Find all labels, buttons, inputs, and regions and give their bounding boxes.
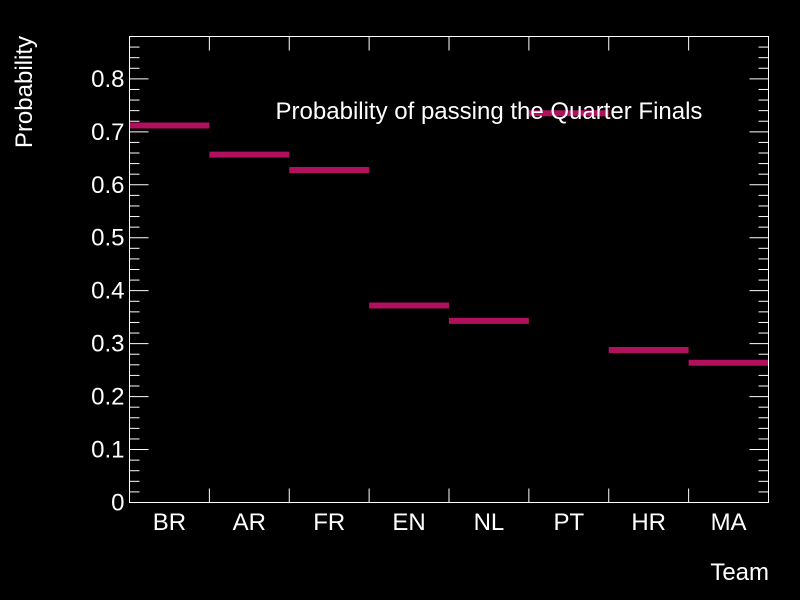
- x-category-label: PT: [553, 509, 584, 536]
- y-tick-labels: 0 0.1 0.2 0.3 0.4 0.5 0.6 0.7 0.8: [91, 66, 124, 517]
- x-category-label: EN: [392, 509, 425, 536]
- x-category-label: FR: [313, 509, 345, 536]
- y-tick-label: 0: [111, 490, 124, 517]
- y-tick-label: 0.8: [91, 66, 124, 93]
- y-axis-title: Probability: [11, 36, 38, 148]
- data-series: [129, 110, 769, 366]
- x-category-label: MA: [711, 509, 747, 536]
- plot-frame: [129, 36, 769, 503]
- x-category-label: HR: [631, 509, 666, 536]
- y-tick-label: 0.4: [91, 278, 124, 305]
- y-tick-label: 0.3: [91, 331, 124, 358]
- x-category-label: BR: [153, 509, 186, 536]
- y-tick-label: 0.7: [91, 119, 124, 146]
- x-category-label: AR: [233, 509, 266, 536]
- y-tick-label: 0.6: [91, 172, 124, 199]
- y-tick-label: 0.5: [91, 225, 124, 252]
- y-tick-label: 0.2: [91, 384, 124, 411]
- x-tick-labels: BR AR FR EN NL PT HR MA: [153, 509, 747, 536]
- axis-ticks: [129, 36, 769, 503]
- chart-title: Probability of passing the Quarter Final…: [276, 98, 703, 125]
- x-axis-title: Team: [710, 559, 769, 586]
- x-category-label: NL: [474, 509, 505, 536]
- y-tick-label: 0.1: [91, 437, 124, 464]
